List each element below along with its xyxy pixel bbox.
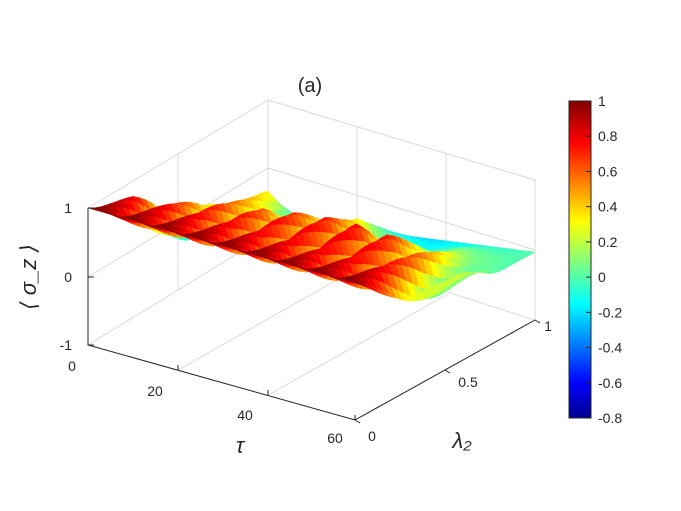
y-tick-label: 0.5 xyxy=(458,374,478,390)
x-tick-label: 20 xyxy=(147,383,163,399)
z-tick-label: 1 xyxy=(64,200,72,216)
colorbar-tick-label: -0.6 xyxy=(598,375,622,391)
y-tick-labels: 0 0.5 1 xyxy=(368,318,552,444)
colorbar-tick-label: 1 xyxy=(598,93,606,109)
x-tick-label: 60 xyxy=(327,430,343,446)
x-tick-labels: 0 20 40 60 xyxy=(68,358,343,446)
colorbar-tick-label: 0 xyxy=(598,269,606,285)
colorbar-tick-label: -0.8 xyxy=(598,410,622,426)
colorbar: 1 0.8 0.6 0.4 0.2 0 -0.2 -0.4 -0.6 -0.8 xyxy=(568,93,622,426)
y-axis-label: λ₂ xyxy=(451,428,472,453)
surface xyxy=(87,190,536,302)
y-tick-label: 1 xyxy=(544,318,552,334)
colorbar-tick-label: 0.6 xyxy=(598,163,618,179)
surface-patch xyxy=(350,281,362,286)
y-tick-label: 0 xyxy=(368,428,376,444)
colorbar-tick-label: 0.2 xyxy=(598,234,618,250)
colorbar-tick-label: 0.4 xyxy=(598,199,618,215)
x-axis-label: τ xyxy=(236,433,246,458)
x-tick-label: 40 xyxy=(237,407,253,423)
chart-title: (a) xyxy=(298,75,322,97)
colorbar-tick-label: 0.8 xyxy=(598,128,618,144)
x-tick-label: 0 xyxy=(68,358,76,374)
z-tick-label: 0 xyxy=(64,269,72,285)
tick-marks xyxy=(88,207,541,424)
colorbar-tick-label: -0.4 xyxy=(598,340,622,356)
z-axis-label: ⟨ σ_z ⟩ xyxy=(16,244,41,310)
colorbar-gradient xyxy=(568,100,592,419)
z-tick-label: -1 xyxy=(60,337,73,353)
z-tick-labels: 1 0 -1 xyxy=(60,200,73,353)
colorbar-tick-label: -0.2 xyxy=(598,304,622,320)
